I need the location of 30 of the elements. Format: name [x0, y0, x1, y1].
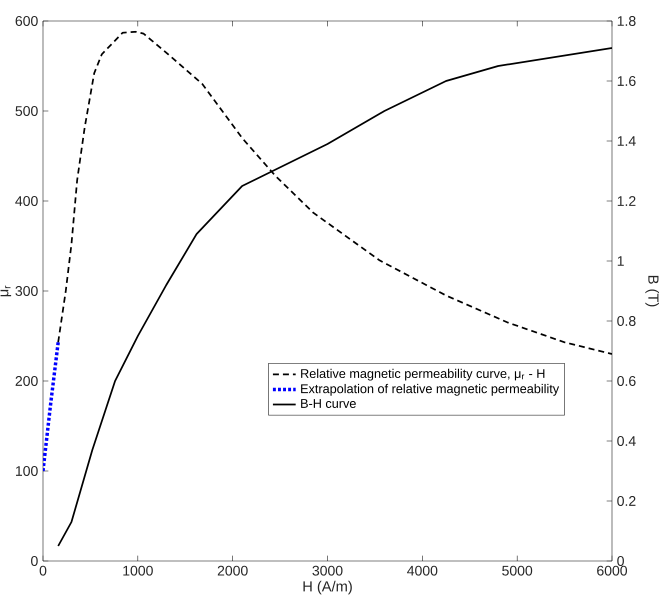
x-tick-label: 2000 — [218, 566, 248, 576]
legend-label: Extrapolation of relative magnetic permeability — [301, 384, 560, 396]
legend-label: B-H curve — [301, 399, 356, 408]
y-tick-label: 400 — [15, 196, 38, 206]
y2-tick-label: 1.2 — [618, 196, 636, 206]
y-tick-label: 0 — [31, 556, 38, 566]
y-tick-label: 300 — [15, 286, 38, 296]
x-tick-label: 1000 — [123, 566, 153, 576]
y-axis-title: μ$_{r}$ — [0, 286, 12, 296]
y-tick-label: 500 — [15, 106, 38, 116]
y2-tick-label: 0 — [617, 556, 624, 566]
x-tick-label: 0 — [40, 566, 46, 576]
y2-tick-label: 0.2 — [617, 496, 636, 506]
x-tick-label: 4000 — [407, 566, 438, 576]
legend-label: Relative magnetic permeability curve, μ$_{r}$ - H — [301, 368, 544, 381]
x-tick-label: 3000 — [312, 566, 343, 576]
y2-tick-label: 0.8 — [617, 316, 636, 326]
y-tick-label: 200 — [16, 376, 38, 386]
y-tick-label: 100 — [16, 466, 38, 476]
x-tick-label: 6000 — [597, 566, 628, 576]
y2-tick-label: 1.4 — [618, 136, 636, 146]
y2-tick-label: 0.6 — [617, 376, 636, 386]
y2-tick-label: 1.8 — [618, 16, 636, 26]
x-axis-title: H (A/m) — [303, 580, 352, 594]
y2-tick-label: 1 — [618, 256, 624, 266]
y-tick-label: 600 — [16, 16, 38, 26]
y2-tick-label: 0.4 — [617, 436, 636, 446]
y2-axis-title: B (T) — [645, 276, 659, 306]
x-tick-label: 5000 — [502, 566, 532, 576]
y2-tick-label: 1.6 — [618, 76, 636, 86]
